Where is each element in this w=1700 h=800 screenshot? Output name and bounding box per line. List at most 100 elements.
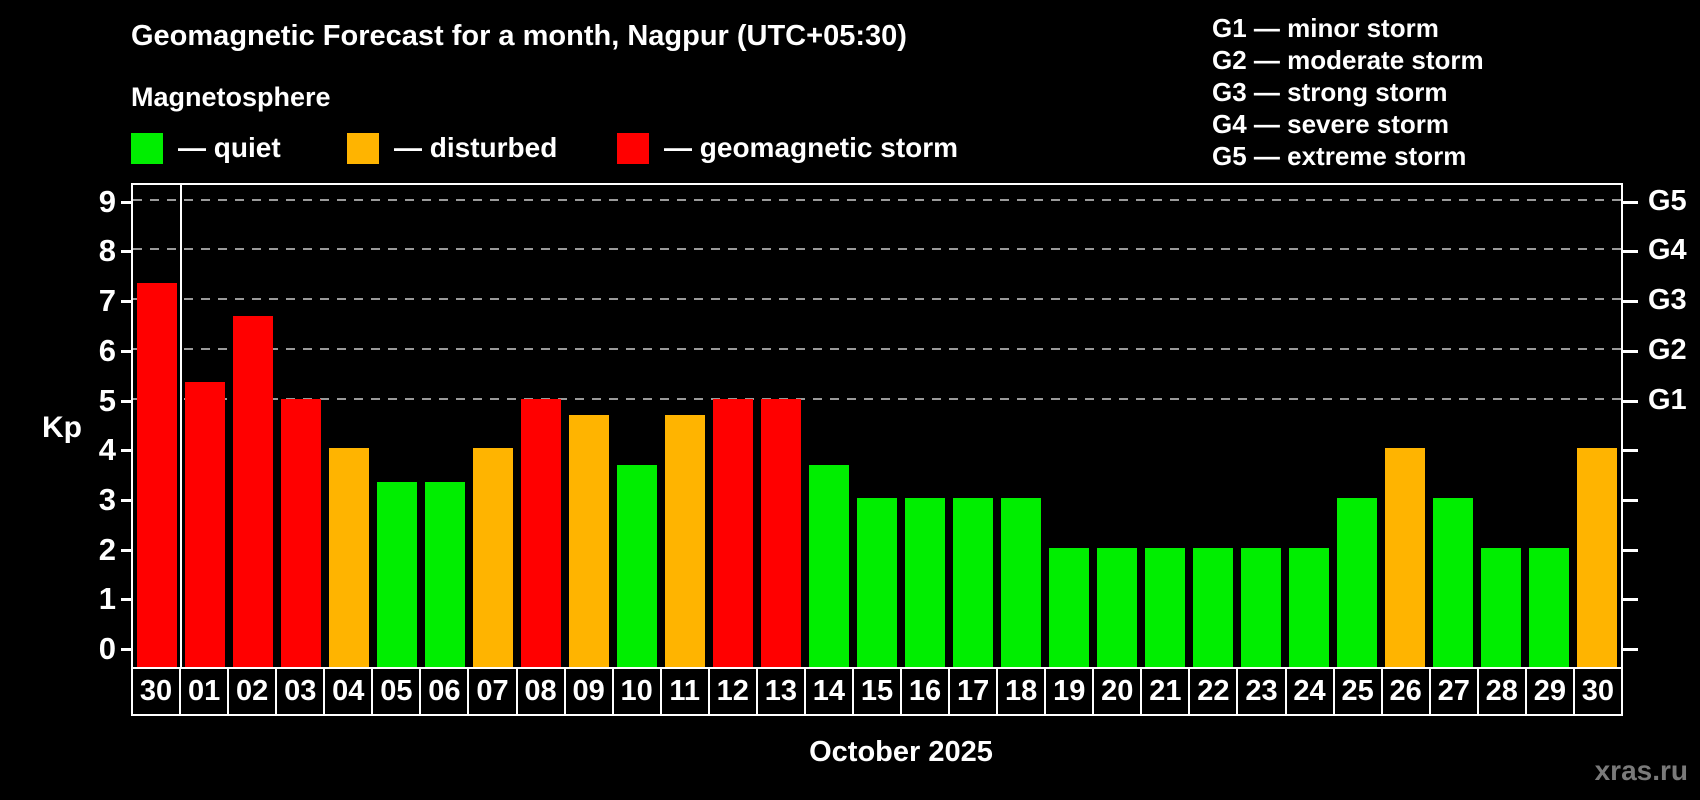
g-legend-line-2: G2 — moderate storm: [1212, 45, 1484, 75]
legend-swatch-storm: [617, 133, 649, 164]
bar-day-27-27: [1432, 497, 1474, 667]
day-label-12-12: 12: [707, 667, 758, 716]
bar-day-1-01: [184, 382, 226, 667]
day-label-16-16: 16: [900, 667, 951, 716]
bar-day-0-30: [136, 282, 178, 667]
y-axis-label-4: 4: [98, 432, 116, 468]
legend-swatch-quiet: [131, 133, 163, 164]
day-label-9-09: 09: [563, 667, 614, 716]
day-label-20-20: 20: [1092, 667, 1143, 716]
day-label-27-27: 27: [1428, 667, 1479, 716]
y-axis-tick-left-7: [121, 300, 131, 304]
y-axis-label-2: 2: [98, 531, 116, 567]
y-axis-tick-right-2: [1623, 548, 1638, 552]
day-label-1-01: 01: [179, 667, 230, 716]
day-label-4-04: 04: [323, 667, 374, 716]
bar-day-21-21: [1144, 547, 1186, 667]
day-label-10-10: 10: [611, 667, 662, 716]
day-label-22-22: 22: [1188, 667, 1239, 716]
bar-day-30-30: [1576, 448, 1618, 667]
y-axis-label-0: 0: [98, 631, 116, 666]
g-scale-label-G4: G4: [1648, 234, 1687, 267]
day-label-17-17: 17: [948, 667, 999, 716]
y-axis-tick-right-8: [1623, 250, 1638, 254]
gridline-kp-6: [133, 347, 1621, 350]
day-label-24-24: 24: [1284, 667, 1335, 716]
y-axis-tick-left-0: [121, 648, 131, 651]
bar-day-2-02: [232, 315, 274, 667]
y-axis-label-5: 5: [98, 382, 116, 418]
bar-day-19-19: [1048, 547, 1090, 667]
bar-day-3-03: [280, 398, 322, 667]
day-label-2-02: 02: [227, 667, 278, 716]
y-axis-tick-left-1: [121, 598, 131, 602]
y-axis-tick-right-6: [1623, 349, 1638, 353]
y-axis-tick-left-5: [121, 399, 131, 403]
y-axis-title: Kp: [42, 411, 82, 444]
y-axis-label-3: 3: [98, 481, 116, 517]
y-axis-tick-left-9: [121, 200, 131, 204]
bar-day-28-28: [1480, 547, 1522, 667]
bar-day-8-08: [520, 398, 562, 667]
day-label-3-03: 03: [275, 667, 326, 716]
day-label-19-19: 19: [1044, 667, 1095, 716]
x-axis-title: October 2025: [809, 736, 993, 768]
day-label-8-08: 08: [515, 667, 566, 716]
gridline-kp-8: [133, 248, 1621, 251]
bar-day-15-15: [856, 497, 898, 667]
y-axis-tick-left-2: [121, 548, 131, 552]
bar-day-16-16: [904, 497, 946, 667]
day-label-14-14: 14: [803, 667, 854, 716]
chart-subtitle: Magnetosphere: [131, 82, 331, 112]
g-scale-label-G1: G1: [1648, 383, 1687, 416]
day-label-29-29: 29: [1524, 667, 1575, 716]
day-label-7-07: 07: [467, 667, 518, 716]
gridline-kp-9: [133, 198, 1621, 201]
day-label-11-11: 11: [659, 667, 710, 716]
g-legend-line-1: G1 — minor storm: [1212, 13, 1439, 43]
y-axis-tick-right-1: [1623, 598, 1638, 602]
y-axis-label-8: 8: [98, 233, 116, 269]
gridline-kp-5: [133, 397, 1621, 400]
bar-day-14-14: [808, 464, 850, 667]
plot-area: [131, 183, 1623, 669]
y-axis-label-7: 7: [98, 283, 116, 319]
bar-day-29-29: [1528, 547, 1570, 667]
bar-day-18-18: [1000, 497, 1042, 667]
y-axis-tick-left-3: [121, 498, 131, 502]
bar-day-6-06: [424, 481, 466, 667]
y-axis-tick-right-5: [1623, 399, 1638, 403]
bar-day-26-26: [1384, 448, 1426, 667]
bar-day-22-22: [1192, 547, 1234, 667]
bar-day-24-24: [1288, 547, 1330, 667]
bar-day-11-11: [664, 414, 706, 667]
day-label-0-30: 30: [131, 667, 182, 716]
bar-day-9-09: [568, 414, 610, 667]
y-axis-tick-right-0: [1623, 648, 1638, 651]
g-scale-label-G5: G5: [1648, 184, 1687, 217]
day-label-6-06: 06: [419, 667, 470, 716]
bar-day-7-07: [472, 448, 514, 667]
y-axis-tick-right-3: [1623, 498, 1638, 502]
day-label-21-21: 21: [1140, 667, 1191, 716]
legend-label-disturbed: — disturbed: [394, 132, 558, 163]
day-label-5-05: 05: [371, 667, 422, 716]
day-label-23-23: 23: [1236, 667, 1287, 716]
bar-day-23-23: [1240, 547, 1282, 667]
day-label-26-26: 26: [1380, 667, 1431, 716]
day-label-18-18: 18: [996, 667, 1047, 716]
y-axis-tick-right-9: [1623, 200, 1638, 204]
day-label-13-13: 13: [755, 667, 806, 716]
month-separator-line: [180, 185, 182, 667]
bar-day-4-04: [328, 448, 370, 667]
legend-label-quiet: — quiet: [178, 132, 281, 163]
day-label-15-15: 15: [851, 667, 902, 716]
plot-inner: [133, 185, 1621, 667]
day-label-28-28: 28: [1476, 667, 1527, 716]
g-scale-legend: G1 — minor storm G2 — moderate storm G3 …: [1212, 12, 1484, 172]
bar-day-25-25: [1336, 497, 1378, 667]
g-legend-line-4: G4 — severe storm: [1212, 109, 1450, 139]
bar-day-17-17: [952, 497, 994, 667]
g-legend-line-3: G3 — strong storm: [1212, 77, 1448, 107]
